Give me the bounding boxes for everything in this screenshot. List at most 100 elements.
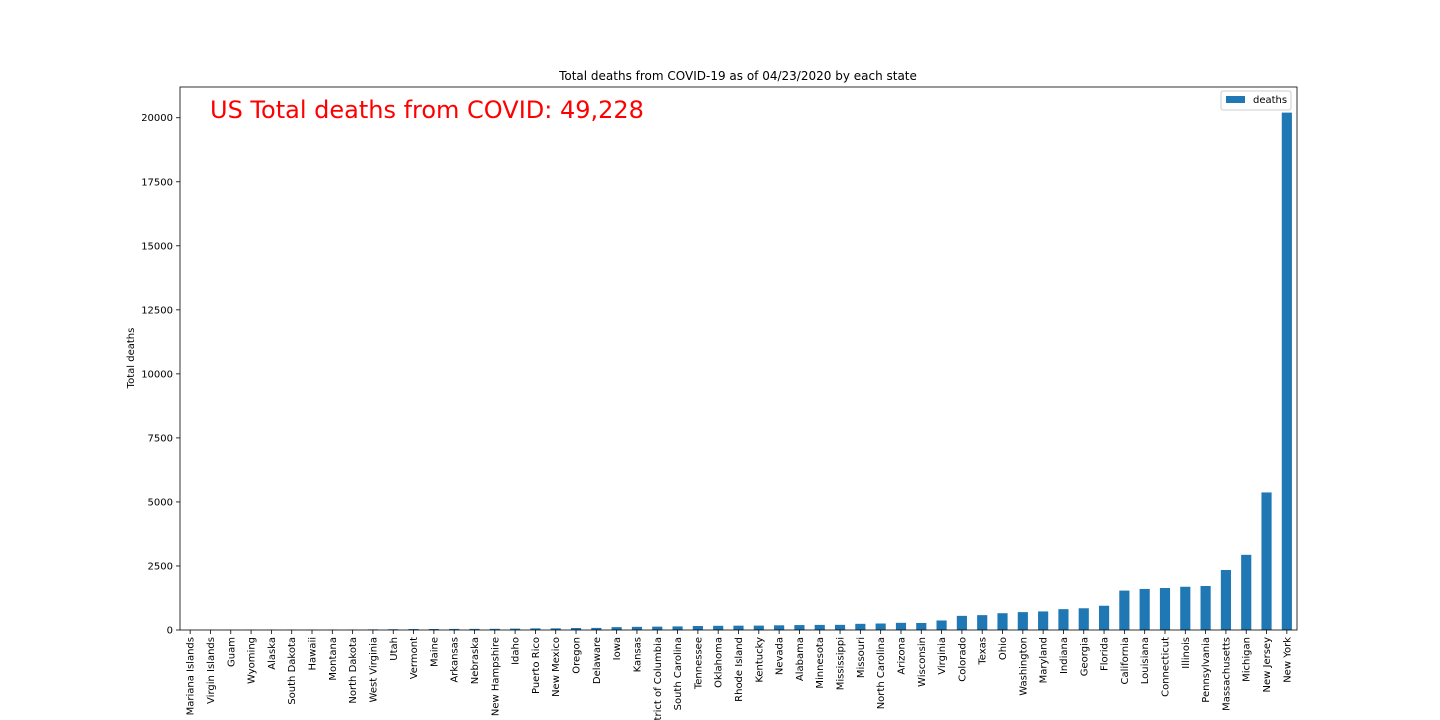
bar-oregon [570,628,582,630]
bar-minnesota [814,624,825,630]
x-tick-label: Missouri [856,637,867,678]
x-tick-label: Texas [978,637,989,666]
plot-area: 0 2500 5000 7500 10000 12500 15000 17500 20000 Ma… [141,86,1298,720]
x-tick-label: Oklahoma [714,637,725,688]
x-tick-label: New Mexico [551,637,562,697]
x-tick-label: Montana [328,637,339,681]
us-total-annotation: US Total deaths from COVID: 49,228 [210,96,644,124]
x-tick-label: California [1120,637,1131,685]
x-tick-label: Massachusetts [1221,637,1232,711]
x-tick-label: Wisconsin [917,637,928,687]
bar-vermont [408,629,419,630]
x-tick-label: Delaware [592,637,603,684]
x-tick-label: Tennessee [693,637,704,690]
x-tick-label: Kansas [632,637,643,672]
x-tick-label: New Jersey [1262,637,1273,693]
bar-missouri [855,623,866,630]
x-tick-label: Pennsylvania [1201,637,1212,703]
x-tick-label: Michigan [1242,637,1253,682]
x-tick-label: Maryland [1039,637,1050,683]
x-tick-label: Alaska [267,637,278,670]
bar-louisiana [1139,588,1150,630]
bar-illinois [1180,586,1191,630]
bar-district-of-columbia [652,626,663,630]
bar-georgia [1078,608,1089,630]
bar-kentucky [753,625,764,630]
x-tick-label: South Dakota [287,637,298,705]
bar-virginia [936,620,947,630]
bar-florida [1098,605,1110,630]
bar-maryland [1038,611,1049,630]
x-tick-label: Ohio [998,637,1009,660]
bar-maine [428,629,439,630]
x-tick-label: Arkansas [450,637,461,683]
bar-oklahoma [713,625,724,630]
bar-new-york [1281,112,1292,631]
x-tick-label: North Dakota [348,637,359,704]
x-tick-label: Kentucky [754,637,765,683]
x-tick-label: Florida [1100,637,1111,671]
bar-texas [977,615,988,630]
bar-colorado [956,615,967,630]
x-tick-label: Idaho [511,637,522,665]
x-tick-label: Georgia [1079,637,1090,676]
bar-connecticut [1159,588,1171,630]
bar-nebraska [469,628,480,630]
legend-box [1220,90,1292,111]
bar-indiana [1058,609,1069,630]
x-tick-label: District of Columbia [653,637,664,720]
y-tick-label: 2500 [148,561,173,572]
bar-puerto-rico [530,628,541,630]
bar-kansas [631,626,643,630]
y-axis-label: Total deaths [126,328,137,390]
bar-iowa [611,627,622,630]
x-tick-label: Hawaii [308,637,319,671]
bar-delaware [591,627,602,630]
bar-wisconsin [916,622,927,630]
y-tick-label: 10000 [141,369,173,380]
bar-nevada [774,625,785,630]
x-tick-label: Utah [389,637,400,661]
bar-ohio [997,613,1008,630]
chart-title: Total deaths from COVID-19 as of 04/23/2… [558,69,917,83]
y-tick-label: 17500 [141,177,173,188]
x-tick-label: Washington [1018,637,1029,696]
x-tick-label: West Virginia [368,637,379,702]
x-tick-label: Virgin Islands [206,637,217,704]
y-tick-label: 0 [167,626,173,637]
x-tick-label: Louisiana [1140,637,1151,684]
x-tick-label: Rhode Island [734,637,745,702]
bar-alabama [794,625,805,630]
bar-mississippi [834,624,846,630]
legend-swatch-deaths [1226,96,1245,103]
x-tick-label: Indiana [1059,637,1070,674]
x-tick-label: Arizona [896,637,907,675]
x-tick-label: Puerto Rico [531,637,542,694]
bar-washington [1017,612,1028,630]
x-tick-label: Mariana Islands [186,637,197,715]
bar-south-carolina [672,626,683,630]
bar-massachusetts [1220,570,1231,630]
y-tick-label: 20000 [141,113,173,124]
x-tick-label: Connecticut [1160,637,1171,697]
y-tick-label: 12500 [141,305,173,316]
bar-arkansas [449,628,460,630]
y-tick-label: 15000 [141,241,173,252]
y-tick-label: 7500 [148,433,173,444]
bar-north-carolina [875,623,886,630]
x-tick-label: Alabama [795,637,806,681]
x-tick-label: Iowa [612,637,623,660]
bar-rhode-island [733,625,744,630]
x-tick-label: North Carolina [876,637,887,709]
x-tick-label: South Carolina [673,637,684,710]
bar-idaho [510,628,521,630]
x-tick-label: Wyoming [247,637,258,684]
x-tick-label: New York [1282,637,1293,683]
x-tick-label: Maine [429,637,440,667]
x-tick-label: Guam [226,637,237,667]
bar-tennessee [692,625,703,630]
x-tick-label: Colorado [957,637,968,682]
bar-new-jersey [1261,492,1272,630]
